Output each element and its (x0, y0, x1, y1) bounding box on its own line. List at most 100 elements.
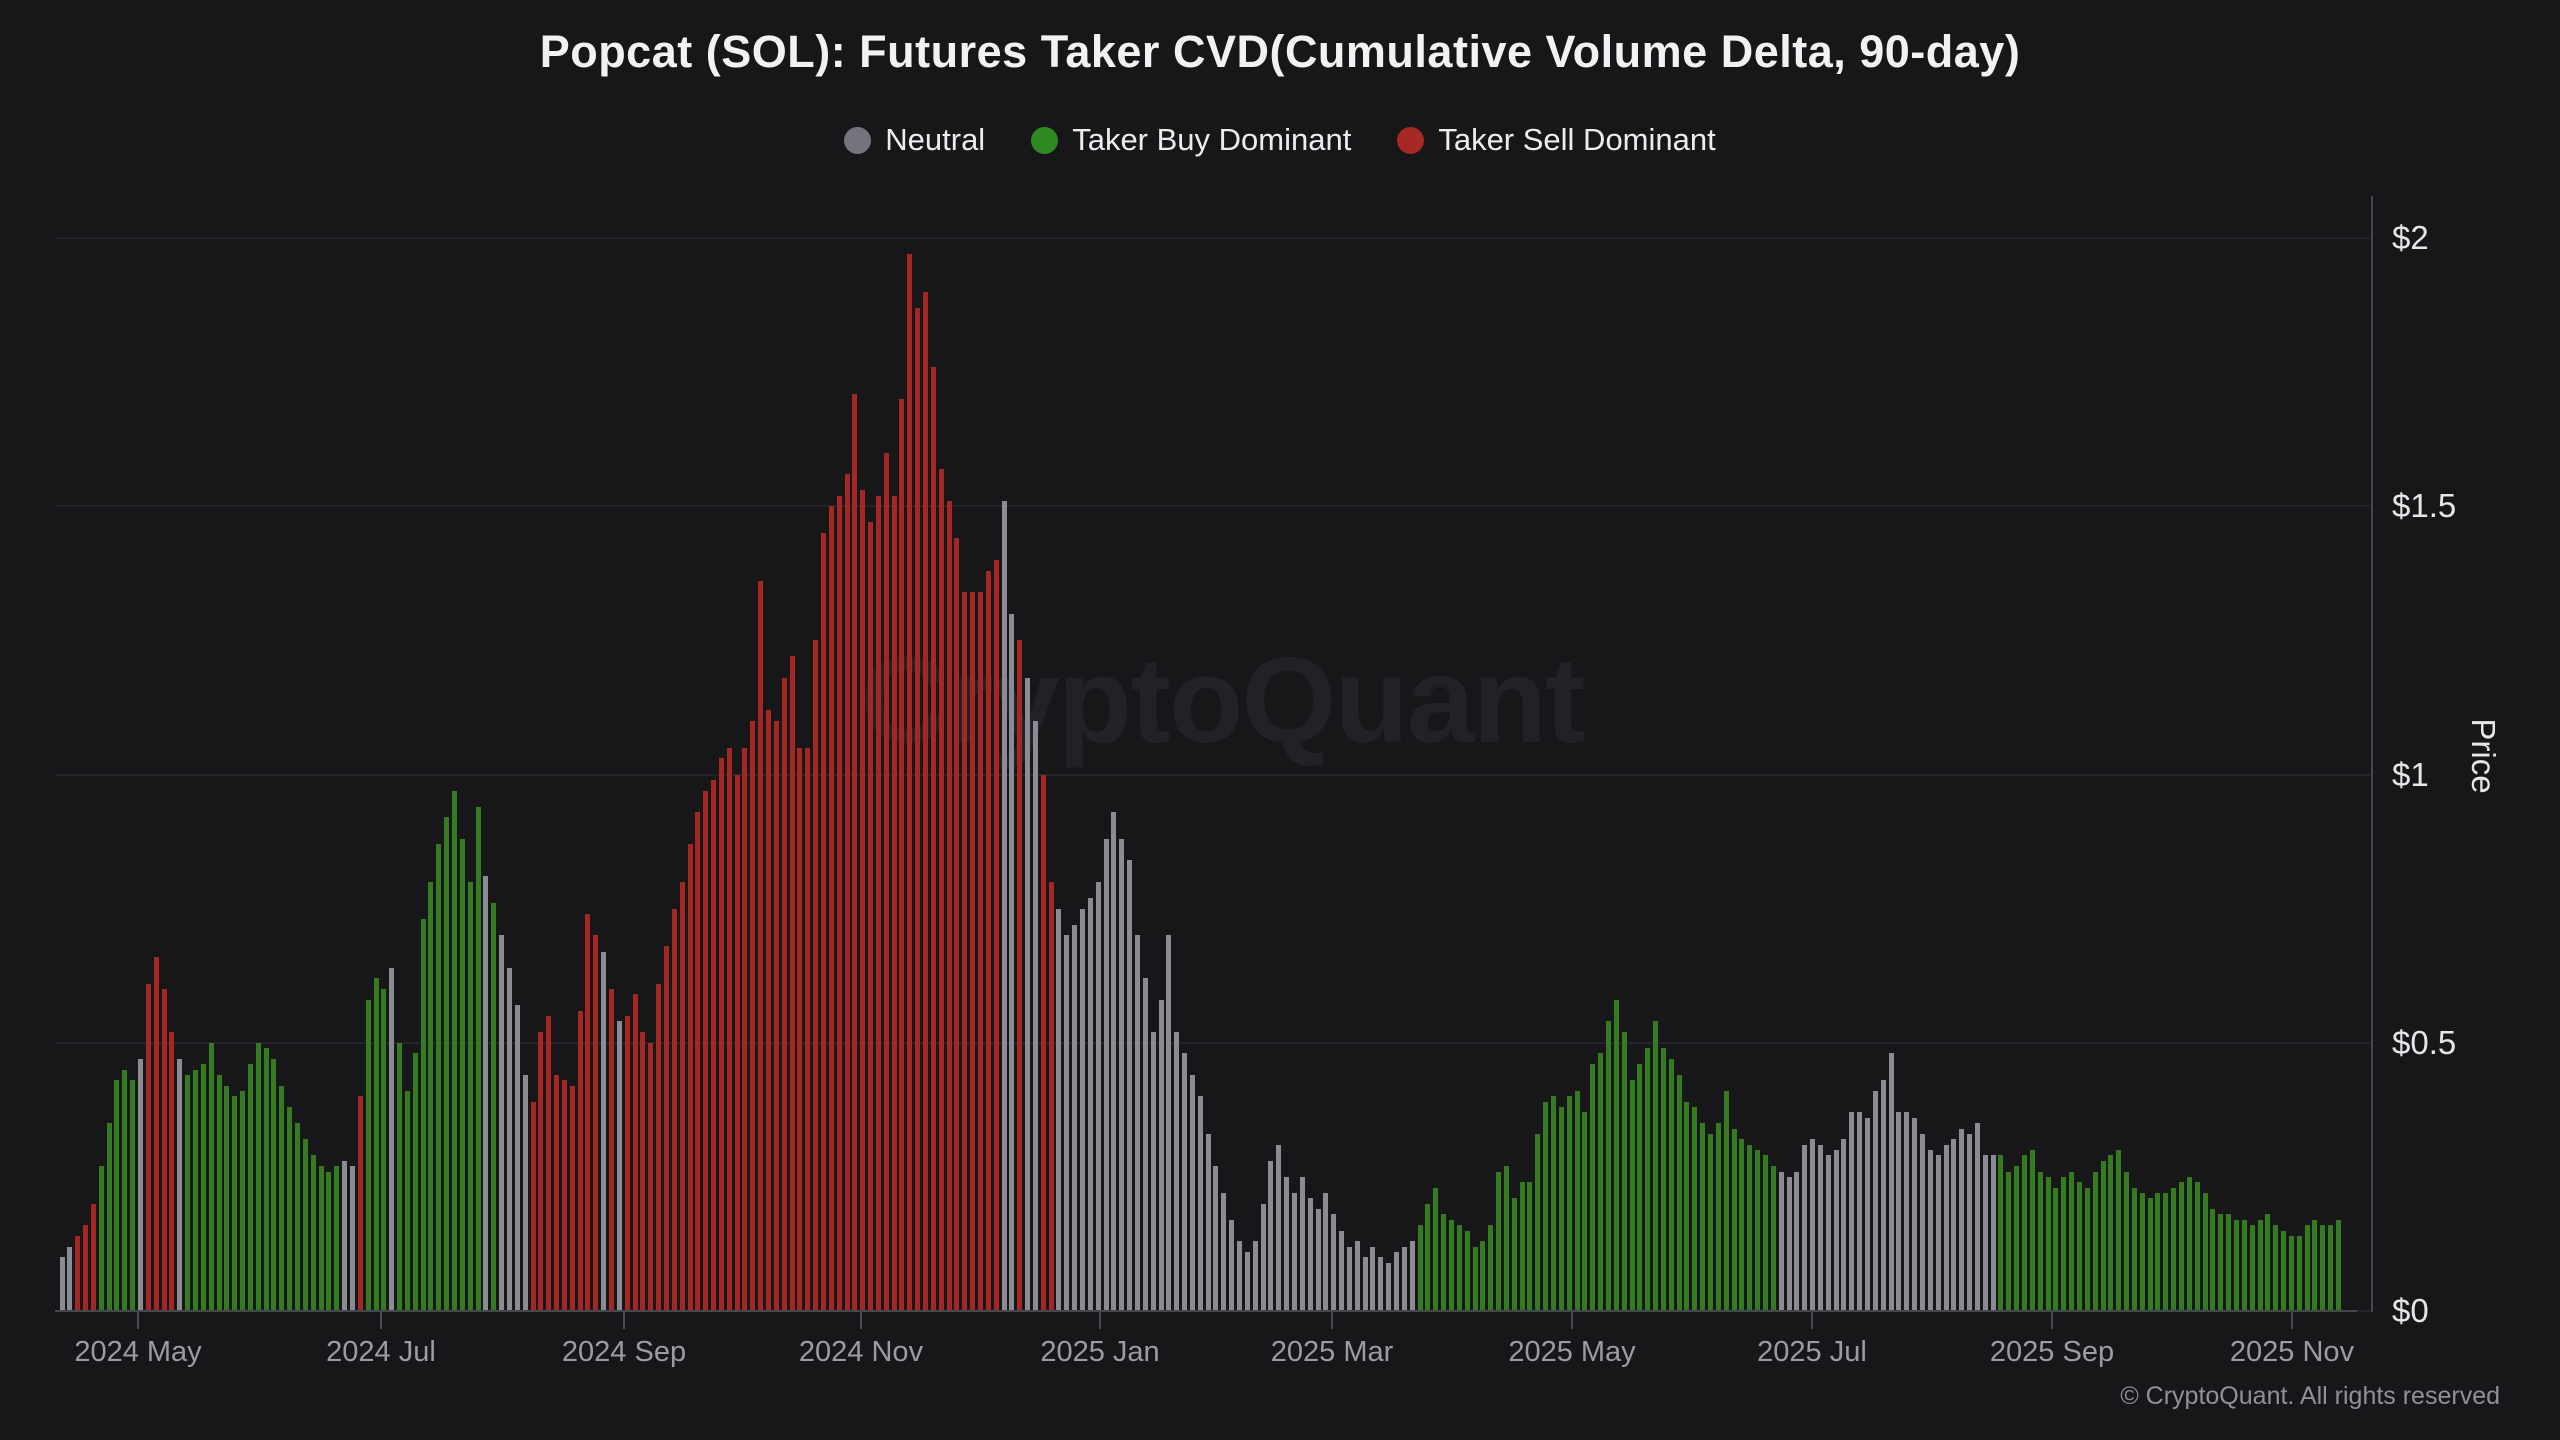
price-bar (1441, 1214, 1447, 1312)
price-bar (2171, 1187, 2177, 1312)
price-bar (2241, 1219, 2247, 1312)
price-bar (475, 806, 481, 1312)
price-bar (318, 1166, 324, 1312)
price-bar (601, 951, 607, 1312)
price-bar (1315, 1209, 1321, 1312)
price-bar (1354, 1241, 1360, 1312)
price-bar (1943, 1144, 1949, 1312)
legend-item-label: Neutral (885, 122, 986, 157)
price-bar (145, 983, 151, 1312)
price-bar (1386, 1262, 1392, 1312)
price-bar (200, 1064, 206, 1312)
price-bar (2053, 1187, 2059, 1312)
price-bar (255, 1042, 261, 1312)
y-axis-line (2371, 196, 2373, 1312)
price-bar (522, 1074, 528, 1312)
price-bar (1417, 1225, 1423, 1312)
price-bar (2233, 1219, 2239, 1312)
price-bar (1464, 1230, 1470, 1312)
price-bar (1653, 1021, 1659, 1312)
price-bar (663, 946, 669, 1312)
price-bar (1888, 1053, 1894, 1312)
price-bar (1582, 1112, 1588, 1312)
price-bar (1833, 1150, 1839, 1312)
price-bar (946, 500, 952, 1312)
price-bar (1346, 1246, 1352, 1312)
price-bar (2076, 1182, 2082, 1312)
price-bar (2312, 1219, 2318, 1312)
price-bar (1150, 1032, 1156, 1312)
price-bar (208, 1042, 214, 1312)
price-bar (177, 1058, 183, 1312)
price-bar (852, 393, 858, 1312)
x-tick-label: 2024 Sep (561, 1336, 687, 1368)
x-tick-mark (860, 1312, 862, 1329)
watermark: CryptoQuant (860, 632, 1586, 768)
price-bar (1794, 1171, 1800, 1312)
price-bar (2029, 1150, 2035, 1312)
price-bar (2045, 1176, 2051, 1312)
price-bar (1904, 1112, 1910, 1312)
copyright: © CryptoQuant. All rights reserved (2120, 1382, 2500, 1410)
price-bar (734, 774, 740, 1312)
price-bar (1762, 1155, 1768, 1312)
price-bar (1496, 1171, 1502, 1312)
price-bar (2265, 1214, 2271, 1312)
price-bar (271, 1058, 277, 1312)
price-bar (302, 1139, 308, 1312)
x-tick-label: 2024 Nov (798, 1336, 924, 1368)
price-bar (1959, 1128, 1965, 1312)
price-bar (240, 1091, 246, 1312)
price-bar (357, 1096, 363, 1312)
price-bar (334, 1166, 340, 1312)
price-bar (1064, 935, 1070, 1312)
price-bar (781, 677, 787, 1312)
price-bar (444, 817, 450, 1312)
price-bar (1527, 1182, 1533, 1312)
price-bar (67, 1246, 73, 1312)
price-bar (1237, 1241, 1242, 1312)
price-bar (773, 720, 779, 1312)
price-bar (1865, 1117, 1870, 1312)
legend-item-neutral[interactable]: Neutral (844, 122, 985, 158)
price-bar (1127, 860, 1133, 1312)
price-bar (1040, 774, 1046, 1312)
price-bar (789, 656, 795, 1312)
price-bar (1645, 1048, 1651, 1312)
price-bar (2061, 1176, 2067, 1312)
price-bar (954, 538, 960, 1312)
price-bar (279, 1085, 285, 1312)
price-bar (1503, 1166, 1509, 1312)
price-bar (2296, 1235, 2302, 1312)
price-bar (1111, 812, 1117, 1312)
price-bar (75, 1235, 81, 1312)
x-tick-label: 2025 Jul (1757, 1336, 1867, 1368)
price-bar (2163, 1192, 2169, 1312)
x-axis-line (55, 1310, 2357, 1312)
price-bar (1778, 1171, 1784, 1312)
x-tick-label: 2025 Mar (1270, 1336, 1394, 1368)
price-bar (506, 967, 512, 1312)
price-bar (554, 1074, 560, 1312)
price-bar (711, 779, 717, 1312)
price-bar (2336, 1219, 2341, 1312)
legend-item-taker-sell-dominant[interactable]: Taker Sell Dominant (1397, 122, 1716, 158)
price-bar (192, 1069, 198, 1312)
price-bar (349, 1166, 355, 1312)
price-bar (977, 592, 983, 1312)
legend-item-taker-buy-dominant[interactable]: Taker Buy Dominant (1031, 122, 1351, 158)
price-bar (2084, 1187, 2090, 1312)
price-bar (1134, 935, 1140, 1312)
price-bar (1660, 1048, 1666, 1312)
price-bar (153, 956, 159, 1312)
price-bar (1519, 1182, 1525, 1312)
price-bar (923, 291, 928, 1312)
price-bar (985, 570, 991, 1312)
price-bar (459, 838, 465, 1312)
legend-item-label: Taker Sell Dominant (1438, 122, 1716, 157)
price-bar (130, 1080, 136, 1312)
price-bar (59, 1257, 65, 1312)
price-bar (373, 978, 379, 1312)
